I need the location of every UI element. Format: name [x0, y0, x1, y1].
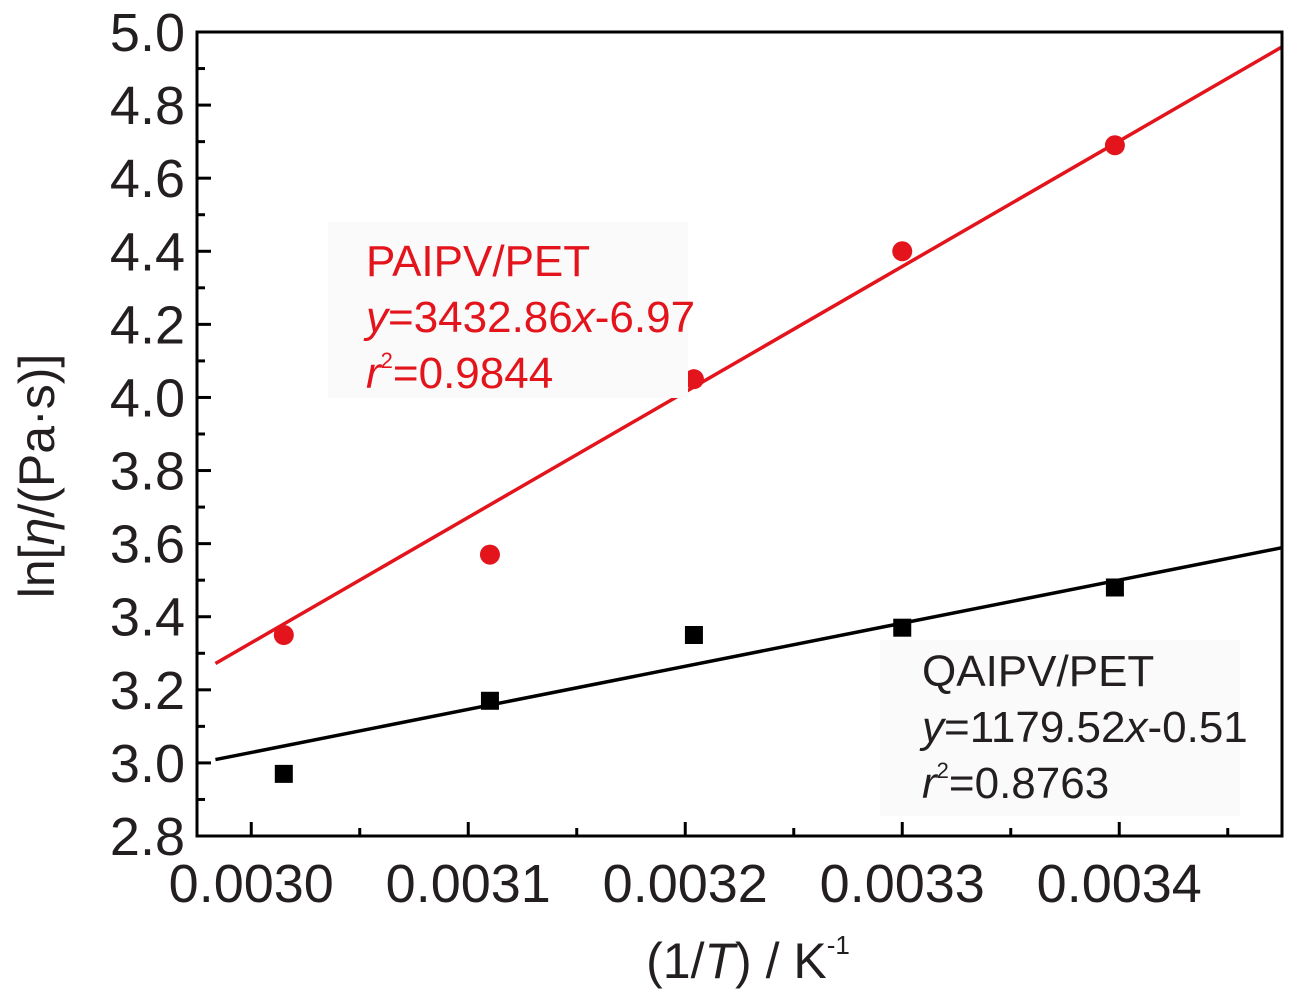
paipv-data-point — [1104, 135, 1125, 156]
y-tick-label: 3.2 — [110, 661, 185, 721]
qaipv-data-point — [684, 626, 703, 644]
tick-labels: 2.8 3.0 3.2 3.4 3.6 3.8 4.0 4.2 4.4 4.6 4.8 5.0 0.00… — [110, 3, 1202, 914]
y-tick-label: 2.8 — [110, 807, 185, 867]
qaipv-annotation-bg — [880, 640, 1240, 816]
paipv-equation: y=3432.86x-6.97 — [363, 293, 695, 342]
paipv-data-point — [479, 544, 500, 565]
y-tick-label: 4.4 — [110, 222, 185, 282]
paipv-data-point — [683, 369, 704, 390]
data-points — [273, 135, 1125, 783]
y-axis-title: ln[η/(Pa·s)] — [9, 354, 65, 598]
qaipv-fit-line — [215, 546, 1283, 762]
x-tick-label: 0.0031 — [386, 854, 551, 914]
y-tick-label: 4.0 — [110, 368, 185, 428]
y-tick-label: 3.8 — [110, 442, 185, 502]
x-tick-label: 0.0032 — [603, 854, 768, 914]
y-tick-label: 3.0 — [110, 734, 185, 794]
qaipv-data-point — [274, 764, 293, 783]
y-tick-label: 4.8 — [110, 76, 185, 136]
y-tick-label: 4.6 — [110, 149, 185, 209]
qaipv-r2: r2=0.8763 — [922, 758, 1109, 808]
paipv-annotation: PAIPV/PET y=3432.86x-6.97 r2=0.9844 — [363, 237, 695, 398]
y-tick-label: 4.2 — [110, 295, 185, 355]
paipv-data-point — [273, 625, 294, 645]
y-tick-label: 5.0 — [110, 3, 185, 63]
qaipv-equation: y=1179.52x-0.51 — [919, 703, 1248, 752]
plot-frame — [195, 30, 1284, 838]
x-tick-label: 0.0030 — [169, 854, 334, 914]
paipv-series-name: PAIPV/PET — [366, 237, 590, 286]
qaipv-annotation: QAIPV/PET y=1179.52x-0.51 r2=0.8763 — [919, 647, 1248, 808]
y-tick-label: 3.6 — [110, 515, 185, 575]
y-tick-label: 3.4 — [110, 588, 185, 648]
fit-lines — [214, 45, 1283, 762]
x-axis-title: (1/T) / K-1 — [646, 930, 850, 989]
qaipv-data-point — [480, 691, 499, 710]
paipv-annotation-bg — [328, 222, 688, 398]
paipv-data-point — [892, 241, 913, 262]
qaipv-series-name: QAIPV/PET — [922, 647, 1154, 696]
qaipv-data-point — [893, 618, 912, 637]
paipv-r2: r2=0.9844 — [366, 348, 553, 398]
x-tick-label: 0.0033 — [820, 854, 985, 914]
paipv-fit-line — [214, 45, 1283, 666]
qaipv-data-point — [1105, 578, 1124, 597]
x-tick-label: 0.0034 — [1037, 854, 1202, 914]
